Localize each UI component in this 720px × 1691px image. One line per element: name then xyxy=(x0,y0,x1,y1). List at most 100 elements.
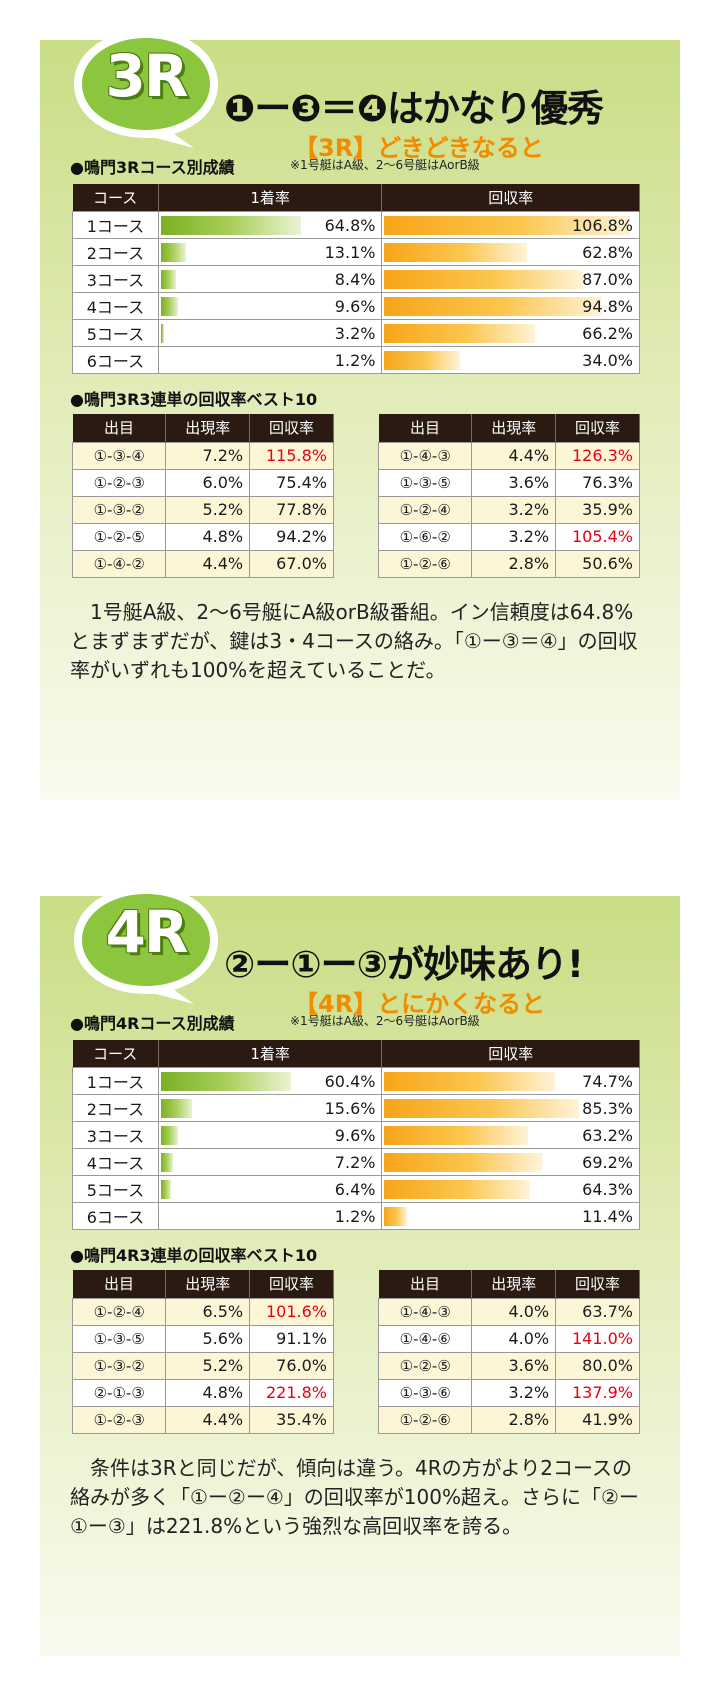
course-name: 3コース xyxy=(72,1120,159,1149)
headline: ❶ー❸＝❹はかなり優秀 xyxy=(224,87,604,130)
appearance-rate-cell: 4.4% xyxy=(471,441,557,470)
win-rate-value: 8.4% xyxy=(334,269,376,289)
return-rate-value: 69.2% xyxy=(582,1152,633,1172)
return-rate-cell: 101.6% xyxy=(249,1297,334,1326)
best10-row: ①-④-⑥ 4.0% 141.0% xyxy=(377,1324,640,1353)
course-name: 5コース xyxy=(72,1174,159,1203)
win-rate-value: 1.2% xyxy=(334,1206,376,1226)
win-rate-cell: 8.4% xyxy=(157,264,383,293)
win-rate-bar xyxy=(160,1179,172,1199)
return-rate-bar xyxy=(384,1152,542,1172)
col-header-appearance: 出現率 xyxy=(471,1270,557,1298)
commentary: 条件は3Rと同じだが、傾向は違う。4Rの方がより2コースの絡みが多く「①ー②ー④… xyxy=(70,1456,639,1538)
best10-row: ①-③-② 5.2% 77.8% xyxy=(71,495,334,524)
appearance-rate-cell: 2.8% xyxy=(471,549,557,578)
win-rate-value: 9.6% xyxy=(334,1125,376,1145)
combo-cell: ①-④-② xyxy=(71,549,167,578)
return-rate-bar xyxy=(384,1125,528,1145)
return-rate-cell: 75.4% xyxy=(249,468,334,497)
appearance-rate-cell: 4.4% xyxy=(165,549,251,578)
course-name: 1コース xyxy=(72,210,159,239)
appearance-rate-cell: 6.0% xyxy=(165,468,251,497)
return-rate-value: 62.8% xyxy=(582,242,633,262)
return-rate-cell: 85.3% xyxy=(381,1093,640,1122)
col-header-return: 回収率 xyxy=(249,1270,334,1298)
win-rate-bar xyxy=(160,269,176,289)
appearance-rate-cell: 3.2% xyxy=(471,495,557,524)
return-rate-cell: 87.0% xyxy=(381,264,640,293)
combo-cell: ①-④-⑥ xyxy=(377,1324,473,1353)
col-header-return: 回収率 xyxy=(555,414,640,442)
win-rate-value: 7.2% xyxy=(334,1152,376,1172)
best10-row: ①-②-⑥ 2.8% 50.6% xyxy=(377,549,640,578)
win-rate-cell: 64.8% xyxy=(157,210,383,239)
appearance-rate-cell: 4.8% xyxy=(165,522,251,551)
best10-row: ①-④-③ 4.4% 126.3% xyxy=(377,441,640,470)
return-rate-cell: 137.9% xyxy=(555,1378,640,1407)
col-header-appearance: 出現率 xyxy=(471,414,557,442)
best10-row: ①-③-④ 7.2% 115.8% xyxy=(71,441,334,470)
col-header-return-rate: 回収率 xyxy=(381,1040,640,1067)
win-rate-value: 1.2% xyxy=(334,350,376,370)
return-rate-cell: 35.9% xyxy=(555,495,640,524)
appearance-rate-cell: 4.0% xyxy=(471,1324,557,1353)
return-rate-cell: 34.0% xyxy=(381,345,640,374)
return-rate-cell: 126.3% xyxy=(555,441,640,470)
col-header-course: コース xyxy=(72,1040,159,1067)
return-rate-bar xyxy=(384,323,535,343)
win-rate-cell: 13.1% xyxy=(157,237,383,266)
return-rate-value: 63.2% xyxy=(582,1125,633,1145)
return-rate-value: 87.0% xyxy=(582,269,633,289)
best10-row: ①-③-⑥ 3.2% 137.9% xyxy=(377,1378,640,1407)
appearance-rate-cell: 5.6% xyxy=(165,1324,251,1353)
best10-row: ①-⑥-② 3.2% 105.4% xyxy=(377,522,640,551)
appearance-rate-cell: 7.2% xyxy=(165,441,251,470)
combo-cell: ②-①-③ xyxy=(71,1378,167,1407)
race-badge: 3R xyxy=(68,26,224,152)
return-rate-value: 74.7% xyxy=(582,1071,633,1091)
win-rate-bar xyxy=(160,242,187,262)
col-header-combo: 出目 xyxy=(378,414,473,442)
course-row: 2コース 15.6% 85.3% xyxy=(72,1093,640,1122)
best10-section-label: ●鳴門3R3連単の回収率ベスト10 xyxy=(70,390,318,409)
class-note: ※1号艇はA級、2〜6号艇はAorB級 xyxy=(290,1014,480,1028)
return-rate-cell: 115.8% xyxy=(249,441,334,470)
return-rate-value: 94.8% xyxy=(582,296,633,316)
return-rate-cell: 105.4% xyxy=(555,522,640,551)
best10-row: ①-②-⑥ 2.8% 41.9% xyxy=(377,1405,640,1434)
course-row: 5コース 6.4% 64.3% xyxy=(72,1174,640,1203)
return-rate-cell: 221.8% xyxy=(249,1378,334,1407)
combo-cell: ①-④-③ xyxy=(377,1297,473,1326)
return-rate-cell: 50.6% xyxy=(555,549,640,578)
commentary: 1号艇A級、2〜6号艇にA級orB級番組。イン信頼度は64.8%とまずまずだが、… xyxy=(70,600,638,682)
return-rate-cell: 66.2% xyxy=(381,318,640,347)
course-name: 6コース xyxy=(72,1201,159,1230)
class-note: ※1号艇はA級、2〜6号艇はAorB級 xyxy=(290,158,480,172)
best10-row: ①-③-⑤ 5.6% 91.1% xyxy=(71,1324,334,1353)
best10-table-left: 出目 出現率 回収率 ①-②-④ 6.5% 101.6% ①-③-⑤ 5.6% 91.1%… xyxy=(71,1270,334,1434)
return-rate-value: 66.2% xyxy=(582,323,633,343)
return-rate-value: 85.3% xyxy=(582,1098,633,1118)
return-rate-cell: 76.3% xyxy=(555,468,640,497)
col-header-win-rate: 1着率 xyxy=(158,184,383,211)
col-header-course: コース xyxy=(72,184,159,211)
return-rate-cell: 41.9% xyxy=(555,1405,640,1434)
win-rate-bar xyxy=(160,323,164,343)
return-rate-cell: 63.2% xyxy=(381,1120,640,1149)
best10-row: ①-④-③ 4.0% 63.7% xyxy=(377,1297,640,1326)
return-rate-cell: 67.0% xyxy=(249,549,334,578)
best10-row: ①-②-④ 3.2% 35.9% xyxy=(377,495,640,524)
return-rate-bar xyxy=(384,1179,531,1199)
combo-cell: ①-③-⑥ xyxy=(377,1378,473,1407)
return-rate-cell: 141.0% xyxy=(555,1324,640,1353)
badge-label: 4R xyxy=(105,898,188,966)
return-rate-cell: 76.0% xyxy=(249,1351,334,1380)
combo-cell: ①-⑥-② xyxy=(377,522,473,551)
win-rate-cell: 9.6% xyxy=(157,291,383,320)
headline: ②ー①ー③が妙味あり! xyxy=(224,943,584,986)
combo-cell: ①-③-④ xyxy=(71,441,167,470)
best10-table-right: 出目 出現率 回収率 ①-④-③ 4.4% 126.3% ①-③-⑤ 3.6% 76.3%… xyxy=(377,414,640,578)
return-rate-value: 34.0% xyxy=(582,350,633,370)
course-stats-table: コース 1着率 回収率 1コース 64.8% 106.8% 2コース 13.1% 62.8… xyxy=(72,184,640,374)
combo-cell: ①-②-③ xyxy=(71,468,167,497)
